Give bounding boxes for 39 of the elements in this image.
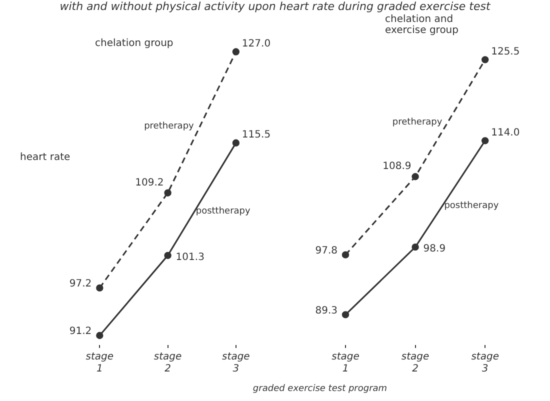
x-tick-label: stage 3 bbox=[222, 352, 250, 375]
series-label: posttherapy bbox=[444, 201, 500, 212]
x-tick-label: stage 1 bbox=[332, 352, 360, 375]
point bbox=[164, 252, 172, 260]
point bbox=[96, 284, 104, 292]
data-label: 109.2 bbox=[135, 177, 164, 188]
data-label: 125.5 bbox=[491, 46, 520, 58]
x-tick-label: stage 3 bbox=[471, 352, 499, 375]
point bbox=[164, 189, 172, 196]
series-label: pretherapy bbox=[144, 122, 195, 132]
x-tick-label: stage 1 bbox=[86, 352, 114, 375]
point bbox=[232, 139, 240, 147]
point bbox=[412, 173, 419, 180]
data-label: 108.9 bbox=[382, 161, 412, 172]
data-label: 89.3 bbox=[315, 305, 338, 316]
series-label: pretherapy bbox=[392, 118, 443, 128]
data-label: 101.3 bbox=[176, 252, 204, 264]
y-axis-title: heart rate bbox=[20, 152, 70, 163]
point bbox=[342, 251, 350, 258]
text: with and without physical activity upon heart rate during graded exercise test bbox=[58, 0, 492, 13]
chart-title: chelation group bbox=[95, 38, 174, 49]
data-label: 115.5 bbox=[242, 130, 271, 141]
data-label: 97.2 bbox=[69, 278, 92, 290]
series-label: posttherapy bbox=[196, 206, 251, 217]
chart-title: chelation and exercise group bbox=[385, 14, 460, 36]
data-label: 97.8 bbox=[315, 245, 338, 256]
point bbox=[232, 48, 240, 56]
point bbox=[96, 332, 104, 340]
data-label: 91.2 bbox=[69, 326, 92, 338]
data-label: 127.0 bbox=[242, 38, 271, 50]
data-label: 98.9 bbox=[423, 244, 446, 255]
point bbox=[482, 137, 489, 144]
x-tick-label: stage 2 bbox=[401, 352, 430, 375]
text: graded exercise test program bbox=[252, 384, 388, 394]
point bbox=[482, 56, 489, 64]
point bbox=[342, 311, 350, 318]
point bbox=[412, 243, 419, 251]
x-tick-label: stage 2 bbox=[154, 352, 182, 375]
data-label: 114.0 bbox=[491, 127, 520, 138]
